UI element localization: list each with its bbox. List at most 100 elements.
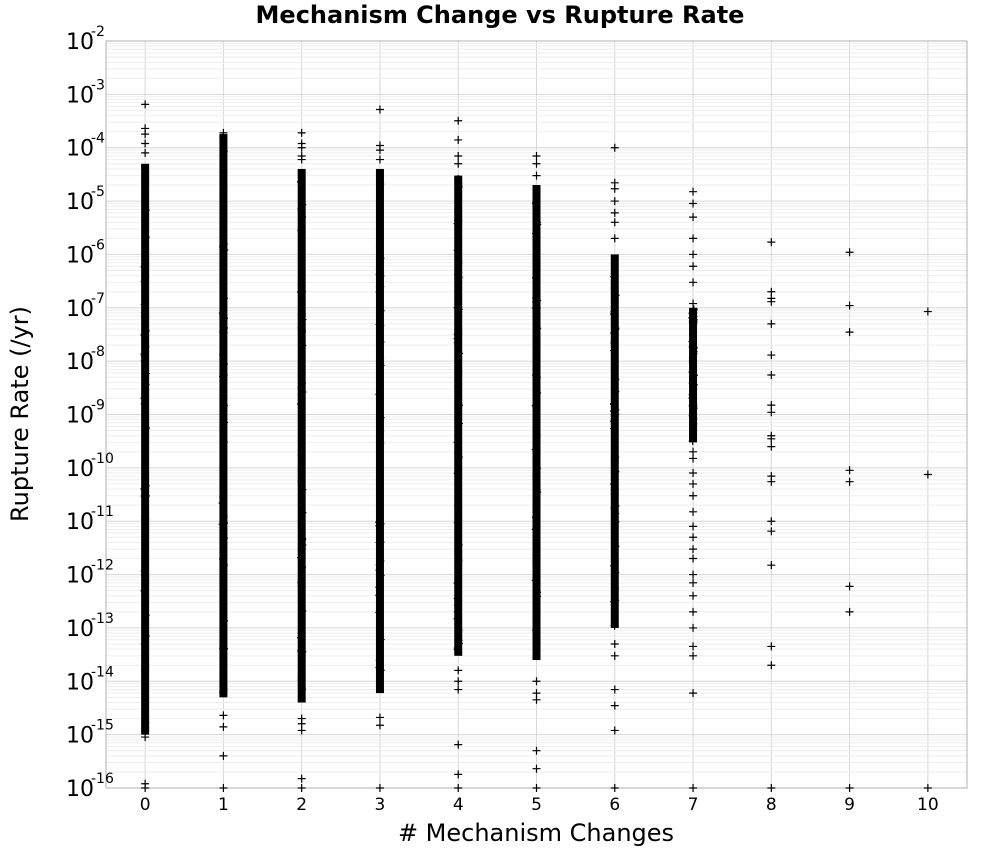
- data-point: [767, 319, 776, 328]
- data-point: [923, 307, 932, 316]
- data-point: [454, 151, 463, 160]
- data-point: [454, 666, 463, 675]
- data-point: [689, 570, 698, 579]
- data-point: [689, 234, 698, 243]
- data-point: [610, 307, 619, 316]
- data-point: [531, 401, 540, 410]
- data-point: [219, 401, 228, 410]
- dense-point-cluster: [219, 134, 228, 698]
- data-point: [532, 677, 541, 686]
- data-point: [141, 139, 150, 148]
- data-point: [767, 238, 776, 247]
- data-point: [610, 411, 619, 420]
- data-point: [454, 305, 463, 314]
- data-point: [297, 399, 306, 408]
- x-tick-label: 0: [140, 795, 151, 815]
- data-point: [610, 621, 619, 630]
- y-tick-label: 10: [66, 564, 94, 589]
- data-point: [453, 601, 462, 610]
- y-tick-exponent: -14: [91, 664, 114, 680]
- data-point: [140, 263, 149, 272]
- data-point: [454, 448, 463, 457]
- data-point: [532, 695, 541, 704]
- y-tick-label: 10: [66, 617, 94, 642]
- data-point: [532, 431, 541, 440]
- y-tick-exponent: -5: [91, 184, 105, 200]
- data-point: [689, 319, 698, 328]
- data-point: [689, 545, 698, 554]
- data-point: [767, 527, 776, 536]
- data-point: [375, 583, 384, 592]
- y-tick-label: 10: [66, 137, 94, 162]
- data-point: [532, 505, 541, 514]
- data-point: [767, 297, 776, 306]
- data-point: [453, 438, 462, 447]
- data-point: [219, 616, 228, 625]
- data-point: [689, 341, 698, 350]
- data-point: [376, 267, 385, 276]
- data-point: [454, 626, 463, 635]
- dense-point-cluster: [297, 168, 306, 703]
- data-point: [298, 534, 307, 543]
- data-point: [454, 349, 463, 358]
- data-point: [219, 586, 228, 595]
- data-point: [453, 334, 462, 343]
- data-point: [453, 614, 462, 623]
- data-point: [453, 518, 462, 527]
- data-point: [298, 200, 307, 209]
- data-point: [531, 445, 540, 454]
- data-point: [454, 273, 463, 282]
- data-point: [219, 534, 228, 543]
- data-point: [376, 306, 385, 315]
- data-point: [298, 315, 307, 324]
- data-point: [454, 784, 463, 792]
- data-point: [689, 642, 698, 651]
- data-points: [140, 100, 932, 792]
- data-point: [688, 337, 697, 346]
- data-point: [298, 212, 307, 221]
- data-point: [219, 784, 228, 792]
- data-point: [531, 576, 540, 585]
- data-point: [297, 325, 306, 334]
- data-point: [298, 485, 307, 494]
- data-point: [454, 740, 463, 749]
- data-point: [610, 197, 619, 206]
- y-tick-exponent: -16: [91, 771, 114, 787]
- data-point: [376, 635, 385, 644]
- data-point: [532, 314, 541, 323]
- data-point: [453, 643, 462, 652]
- data-point: [298, 341, 307, 350]
- data-point: [376, 439, 385, 448]
- data-point: [219, 711, 228, 720]
- data-point: [610, 597, 619, 606]
- data-point: [532, 273, 541, 282]
- data-point: [219, 555, 228, 564]
- data-point: [610, 556, 619, 565]
- y-tick-label: 10: [66, 457, 94, 482]
- dense-point-cluster: [532, 185, 541, 661]
- data-point: [689, 607, 698, 616]
- data-point: [689, 578, 698, 587]
- data-point: [376, 571, 385, 580]
- data-point: [453, 579, 462, 588]
- data-point: [454, 159, 463, 168]
- data-point: [141, 423, 150, 432]
- x-tick-label: 8: [766, 795, 777, 815]
- data-point: [532, 265, 541, 274]
- data-point: [297, 143, 306, 152]
- data-point: [375, 320, 384, 329]
- data-point: [611, 568, 620, 577]
- data-point: [532, 764, 541, 773]
- y-tick-exponent: -10: [91, 451, 114, 467]
- data-point: [453, 246, 462, 255]
- data-point: [375, 390, 384, 399]
- data-point: [767, 561, 776, 570]
- data-point: [689, 454, 698, 463]
- data-point: [610, 726, 619, 735]
- data-point: [219, 350, 228, 359]
- data-point: [298, 647, 307, 656]
- data-point: [611, 405, 620, 414]
- data-point: [454, 453, 463, 462]
- data-point: [218, 499, 227, 508]
